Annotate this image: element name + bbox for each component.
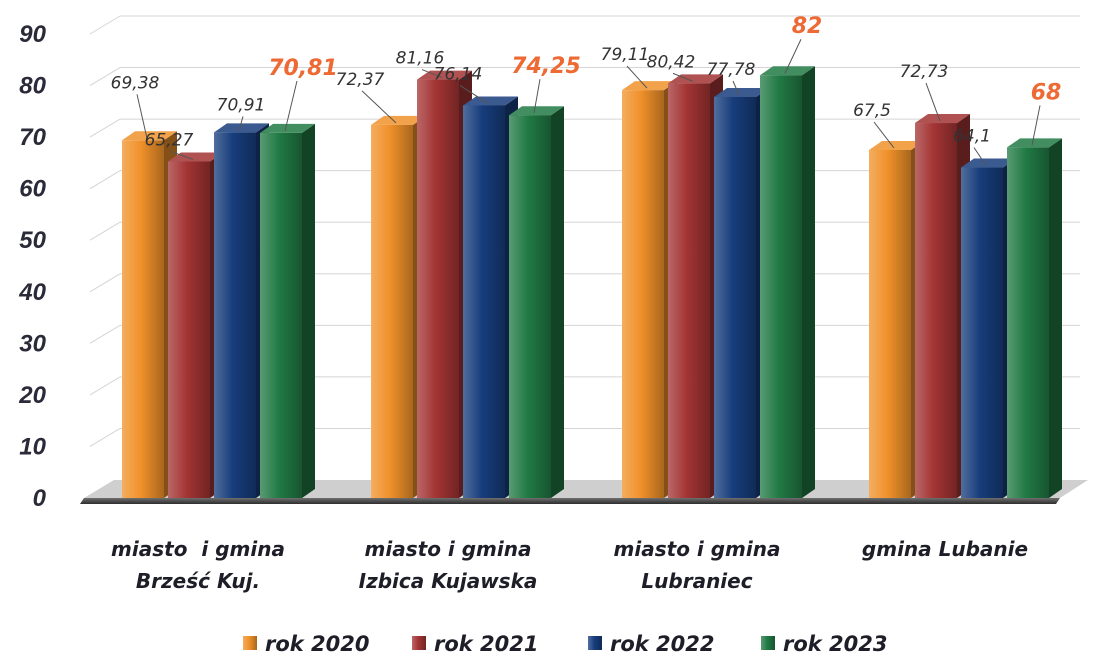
y-tick-label: 90 [19, 21, 46, 48]
chart-floor [80, 480, 1088, 504]
data-label: 69,38 [111, 73, 160, 93]
bars [122, 66, 1062, 499]
y-tick-label: 30 [19, 330, 46, 357]
legend-label: rok 2022 [610, 632, 715, 656]
y-tick-label: 20 [18, 382, 46, 409]
gridline-diagonal [89, 273, 121, 293]
bar [760, 66, 815, 498]
x-category-label: Izbica Kujawska [359, 569, 538, 593]
data-label: 82 [792, 14, 823, 39]
data-label: 79,11 [601, 45, 650, 65]
data-label: 72,37 [336, 70, 385, 90]
x-category-label: miasto i gmina [365, 537, 532, 561]
legend: rok 2020 rok 2021 rok 2022 rok 2023 [243, 632, 888, 656]
bar [509, 106, 564, 498]
x-category-label: Lubraniec [641, 569, 752, 593]
legend-label: rok 2020 [265, 632, 370, 656]
data-label-leader [533, 79, 541, 114]
data-label-leader [1031, 105, 1041, 146]
data-label-leader [170, 151, 194, 160]
data-label-leader [421, 69, 443, 79]
x-category-label: gmina Lubanie [862, 537, 1028, 561]
gridline-diagonal [89, 221, 121, 241]
legend-item: rok 2020 [243, 632, 370, 656]
data-label-leader [284, 80, 298, 132]
x-category-label: Brześć Kuj. [136, 569, 260, 593]
y-tick-label: 70 [19, 124, 46, 151]
floor-top [84, 480, 1088, 498]
legend-label: rok 2023 [783, 632, 888, 656]
y-tick-label: 0 [33, 485, 47, 512]
bar [1007, 138, 1062, 498]
data-label-leader [873, 121, 895, 149]
data-label: 81,16 [396, 49, 445, 69]
x-category-label: miasto i gmina [614, 537, 781, 561]
y-tick-label: 80 [19, 73, 46, 100]
data-label: 76,14 [434, 64, 483, 84]
data-label: 70,91 [217, 95, 266, 115]
data-label: 68 [1031, 80, 1062, 105]
data-label-leader [136, 94, 148, 139]
data-label: 64,1 [953, 127, 991, 147]
floor-front [80, 498, 1060, 504]
y-tick-label: 10 [19, 433, 46, 460]
data-label-leader [784, 39, 802, 74]
data-label: 67,5 [853, 101, 891, 121]
gridline-diagonal [89, 324, 121, 344]
data-label: 72,73 [900, 62, 949, 82]
legend-swatch [761, 636, 775, 650]
gridline-diagonal [89, 15, 121, 35]
data-label: 70,81 [268, 56, 338, 81]
bar [260, 123, 315, 498]
legend-item: rok 2022 [588, 632, 715, 656]
data-label-leader [459, 85, 489, 104]
legend-swatch [588, 636, 602, 650]
data-label: 65,27 [145, 130, 194, 150]
data-label-leader [925, 82, 941, 122]
y-axis: 0 10 20 30 40 50 60 70 80 90 [18, 21, 46, 512]
y-tick-label: 50 [19, 227, 46, 254]
data-label-leader [238, 116, 244, 131]
legend-item: rok 2023 [761, 632, 888, 656]
data-label-leader [361, 90, 397, 124]
data-label-leader [626, 65, 648, 89]
data-label: 80,42 [647, 52, 696, 72]
legend-swatch [412, 636, 426, 650]
legend-swatch [243, 636, 257, 650]
gridline-diagonal [89, 67, 121, 86]
gridline-diagonal [89, 376, 121, 396]
y-tick-label: 40 [18, 279, 46, 306]
data-label-leader [672, 72, 694, 82]
x-axis-categories: miasto i gmina Brześć Kuj. miasto i gmina I… [111, 537, 1028, 593]
gridline-diagonal [89, 428, 121, 447]
x-category-label: miasto i gmina [111, 537, 285, 561]
legend-label: rok 2021 [434, 632, 539, 656]
gridline-diagonal [89, 118, 121, 138]
data-label-leader [732, 80, 740, 96]
y-tick-label: 60 [19, 176, 46, 203]
data-label: 74,25 [511, 54, 581, 79]
data-label-leader [973, 147, 987, 166]
gridline-diagonal [89, 170, 121, 190]
data-label: 77,78 [707, 60, 756, 80]
legend-item: rok 2021 [412, 632, 539, 656]
